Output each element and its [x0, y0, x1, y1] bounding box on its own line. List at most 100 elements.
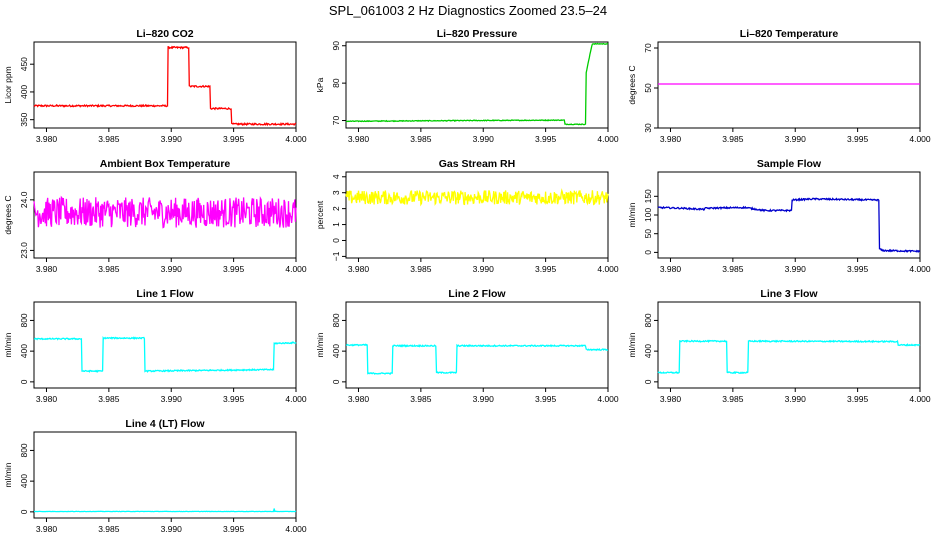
plot-frame: [345, 171, 609, 259]
x-tick-label: 3.990: [785, 264, 807, 274]
x-tick-label: 3.980: [348, 134, 370, 144]
x-tick-label: 3.995: [223, 524, 245, 534]
x-tick-label: 3.985: [98, 134, 120, 144]
x-tick-label: 3.990: [161, 524, 183, 534]
x-tick-label: 3.985: [722, 134, 744, 144]
series-line: [657, 197, 921, 254]
x-tick-label: 3.995: [223, 134, 245, 144]
x-tick-label: 3.995: [847, 134, 869, 144]
y-tick-label: 0: [643, 379, 653, 384]
panel-li-820-pressure: Li–820 Pressure kPa 3.980 3.985 3.990 3.995 4.…: [315, 28, 619, 144]
x-tick-label: 4.000: [285, 264, 307, 274]
x-tick-label: 4.000: [597, 394, 619, 404]
plot-frame: [33, 301, 297, 389]
panel-title: Li–820 Temperature: [740, 28, 839, 40]
panel-title: Ambient Box Temperature: [100, 158, 231, 170]
x-tick-label: 3.980: [36, 264, 58, 274]
y-tick-label: 0: [19, 379, 29, 384]
panel-title: Line 4 (LT) Flow: [125, 418, 205, 430]
x-tick-label: 3.990: [473, 264, 495, 274]
y-tick-label: 400: [19, 344, 29, 358]
x-tick-label: 3.985: [98, 524, 120, 534]
y-tick-label: 400: [331, 344, 341, 358]
y-tick-label: 70: [643, 43, 653, 53]
y-tick-label: 0: [643, 250, 653, 255]
panel-title: Li–820 Pressure: [437, 28, 518, 40]
y-tick-label: 24.0: [19, 191, 29, 208]
panel-gas-stream-rh: Gas Stream RH percent 3.980 3.985 3.990 3.995…: [315, 158, 619, 274]
panel-line-2-flow: Line 2 Flow ml/min 3.980 3.985 3.990 3.995 4.0…: [315, 288, 619, 404]
series-line: [345, 188, 609, 207]
y-tick-label: 350: [19, 112, 29, 126]
y-tick-label: 70: [331, 116, 341, 126]
x-tick-label: 3.990: [161, 394, 183, 404]
x-tick-label: 3.990: [785, 134, 807, 144]
panel-title: Line 1 Flow: [136, 288, 194, 300]
x-tick-label: 3.990: [161, 264, 183, 274]
y-tick-label: 400: [19, 85, 29, 99]
x-tick-label: 3.990: [473, 394, 495, 404]
x-tick-label: 3.985: [722, 394, 744, 404]
y-axis-label: ml/min: [3, 332, 13, 357]
series-line: [33, 335, 297, 373]
x-tick-label: 3.980: [660, 394, 682, 404]
y-axis-label: percent: [315, 200, 325, 229]
x-tick-label: 4.000: [909, 394, 931, 404]
y-tick-label: 100: [643, 208, 653, 222]
x-tick-label: 3.995: [847, 264, 869, 274]
y-axis-label: kPa: [315, 77, 325, 92]
x-tick-label: 4.000: [285, 394, 307, 404]
x-tick-label: 4.000: [597, 264, 619, 274]
x-tick-label: 3.995: [223, 394, 245, 404]
plot-frame: [345, 41, 609, 129]
x-tick-label: 3.985: [410, 264, 432, 274]
y-tick-label: 400: [19, 474, 29, 488]
x-tick-label: 3.980: [348, 264, 370, 274]
x-tick-label: 3.985: [410, 134, 432, 144]
y-tick-label: 50: [643, 83, 653, 93]
series-line: [33, 195, 297, 229]
plot-frame: [657, 41, 921, 129]
panel-title: Gas Stream RH: [439, 158, 515, 170]
x-tick-label: 3.995: [535, 394, 557, 404]
x-tick-label: 4.000: [909, 264, 931, 274]
panel-line-4-lt-flow: Line 4 (LT) Flow ml/min 3.980 3.985 3.990 3.9…: [3, 418, 307, 534]
y-tick-label: 23.0: [19, 242, 29, 259]
y-tick-label: 80: [331, 78, 341, 88]
y-axis-label: degrees C: [627, 65, 637, 104]
y-axis-label: ml/min: [627, 332, 637, 357]
x-tick-label: 3.995: [535, 134, 557, 144]
y-tick-label: 0: [331, 379, 341, 384]
y-tick-label: 400: [643, 344, 653, 358]
x-tick-label: 3.980: [348, 394, 370, 404]
panel-li-820-temperature: Li–820 Temperature degrees C 3.980 3.985 3.9…: [627, 28, 931, 144]
x-tick-label: 3.995: [223, 264, 245, 274]
y-tick-label: 90: [331, 41, 341, 51]
plot-frame: [657, 301, 921, 389]
series-line: [657, 339, 921, 375]
plot-frame: [33, 431, 297, 519]
panel-title: Li–820 CO2: [136, 28, 193, 40]
y-tick-label: 800: [331, 313, 341, 327]
y-axis-label: degrees C: [3, 195, 13, 234]
plot-frame: [345, 301, 609, 389]
x-tick-label: 3.985: [410, 394, 432, 404]
y-tick-label: 3: [331, 190, 341, 195]
x-tick-label: 3.985: [98, 394, 120, 404]
y-axis-label: ml/min: [3, 462, 13, 487]
panel-ambient-box-temperature: Ambient Box Temperature degrees C 3.980 3.9…: [3, 158, 307, 274]
panel-line-3-flow: Line 3 Flow ml/min 3.980 3.985 3.990 3.995 4.0…: [627, 288, 931, 404]
series-line: [33, 508, 297, 513]
panel-sample-flow: Sample Flow ml/min 3.980 3.985 3.990 3.995 4.0…: [627, 158, 931, 274]
panel-title: Line 3 Flow: [760, 288, 818, 300]
y-axis-label: ml/min: [315, 332, 325, 357]
series-line: [33, 45, 297, 127]
x-tick-label: 4.000: [285, 524, 307, 534]
x-tick-label: 3.990: [785, 394, 807, 404]
y-tick-label: 0: [19, 509, 29, 514]
y-tick-label: 50: [643, 229, 653, 239]
y-tick-label: 150: [643, 189, 653, 203]
panel-title: Line 2 Flow: [448, 288, 506, 300]
y-tick-label: 0: [331, 238, 341, 243]
